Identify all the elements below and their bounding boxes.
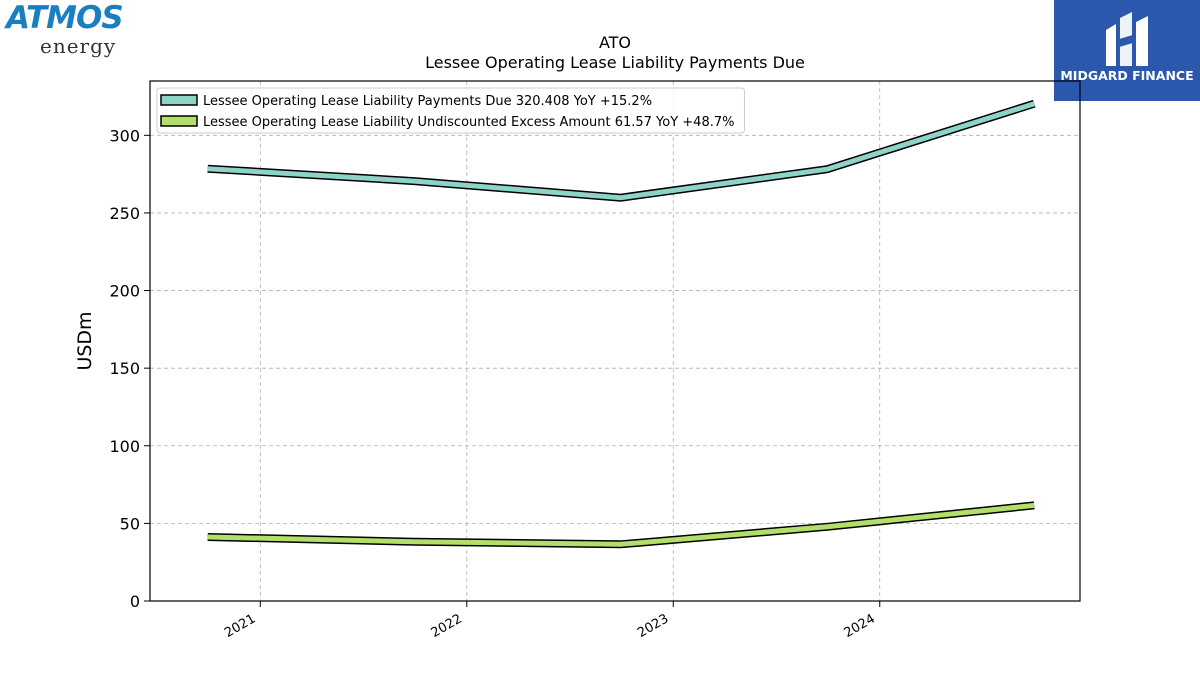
y-tick-label: 0 <box>130 592 140 611</box>
midgard-finance-logo: MIDGARD FINANCE <box>1054 0 1200 101</box>
midgard-logo-text: MIDGARD FINANCE <box>1060 68 1194 83</box>
atmos-logo-word: ATMOS <box>6 0 124 36</box>
chart-title: ATO <box>599 33 631 52</box>
energy-logo-word: energy <box>40 34 117 58</box>
y-tick-label: 100 <box>109 437 140 456</box>
x-tick-label: 2021 <box>222 611 258 641</box>
legend-label: Lessee Operating Lease Liability Payment… <box>203 94 652 109</box>
legend-swatch <box>160 94 198 106</box>
y-tick-label: 50 <box>120 514 140 533</box>
legend-label: Lessee Operating Lease Liability Undisco… <box>203 115 734 130</box>
series-lines <box>207 99 1036 549</box>
atmos-energy-logo: ATMOS energy <box>4 0 130 60</box>
series-line <box>207 101 1035 201</box>
y-tick-label: 250 <box>109 204 140 223</box>
y-tick-label: 200 <box>109 282 140 301</box>
x-tick-label: 2023 <box>635 611 671 641</box>
plot-frame <box>149 80 1081 602</box>
series-line <box>207 502 1035 547</box>
y-tick-label: 300 <box>109 126 140 145</box>
x-axis-ticks: 2021 2022 2023 2024 <box>222 601 881 641</box>
x-tick-label: 2024 <box>842 611 878 641</box>
legend-box <box>156 87 745 134</box>
y-axis-label: USDm <box>74 311 96 370</box>
x-tick-label: 2022 <box>429 611 465 641</box>
chart-subtitle: Lessee Operating Lease Liability Payment… <box>425 53 805 72</box>
legend: Lessee Operating Lease Liability Payment… <box>156 87 745 134</box>
grid-lines <box>150 81 1080 602</box>
y-tick-label: 150 <box>109 359 140 378</box>
midgard-mark-icon <box>1106 12 1148 66</box>
legend-swatch <box>160 115 198 127</box>
y-axis-ticks: 0 50 100 150 200 250 300 <box>109 126 150 611</box>
